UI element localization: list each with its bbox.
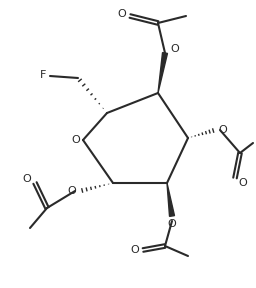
Text: O: O: [168, 219, 176, 229]
Text: O: O: [23, 174, 31, 184]
Polygon shape: [158, 53, 167, 93]
Text: F: F: [40, 70, 46, 80]
Text: O: O: [219, 125, 227, 135]
Text: O: O: [72, 135, 80, 145]
Polygon shape: [167, 183, 175, 216]
Text: O: O: [118, 9, 126, 19]
Text: O: O: [171, 44, 179, 54]
Text: O: O: [68, 186, 76, 196]
Text: O: O: [131, 245, 139, 255]
Text: O: O: [239, 178, 247, 188]
